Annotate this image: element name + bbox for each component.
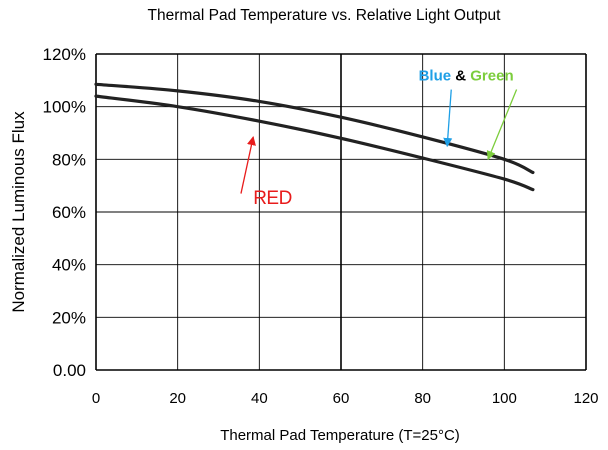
y-axis-label: Normalized Luminous Flux [9,111,28,313]
annotation-part-red-1: RED [253,188,292,209]
chart-title: Thermal Pad Temperature vs. Relative Lig… [148,7,502,24]
annotation-part-blue-green-3: Green [470,67,513,84]
x-tick-label-40: 40 [251,390,268,407]
annotation-part-blue-green-2: & [451,67,470,84]
x-tick-label-80: 80 [414,390,431,407]
annotation-part-blue-green-1: Blue [419,67,452,84]
x-axis-label: Thermal Pad Temperature (T=25°C) [220,427,460,444]
y-tick-label-80: 80% [52,150,86,169]
x-tick-label-120: 120 [573,390,598,407]
x-tick-label-0: 0 [92,390,100,407]
annotations: RED Blue & Green [240,67,518,209]
y-tick-label-120: 120% [43,45,86,64]
y-tick-label-20: 20% [52,308,86,327]
series-line-1 [94,82,535,175]
grid [95,53,587,371]
x-tick-label-100: 100 [492,390,517,407]
series-layer [94,82,535,192]
annotation-arrow-blue-green-2 [486,89,518,161]
annotation-arrow-blue-green-1 [443,89,453,148]
series-line-2 [94,94,535,192]
y-tick-label-0: 0.00 [53,361,86,380]
x-tick-label-20: 20 [169,390,186,407]
y-tick-label-40: 40% [52,256,86,275]
annotation-label-blue-green: Blue & Green [419,67,514,84]
y-tick-label-100: 100% [43,98,86,117]
tick-labels: 0 20 40 60 80 100 120 0.00 20% 40% 60% 80% 100% 120% [43,45,599,407]
annotation-label-red: RED [253,188,292,209]
annotation-arrow-red-1 [240,136,256,194]
y-tick-label-60: 60% [52,203,86,222]
x-tick-label-60: 60 [333,390,350,407]
